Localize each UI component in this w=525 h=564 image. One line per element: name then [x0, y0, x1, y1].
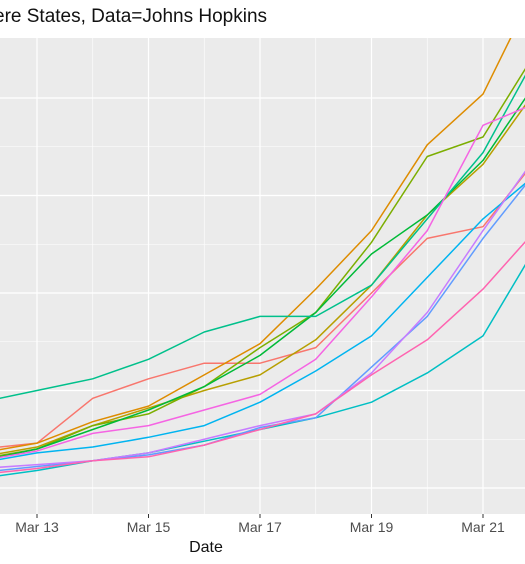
major-gridlines [0, 38, 525, 514]
x-tick-label: Mar 19 [350, 519, 394, 535]
x-axis-tick-labels: Mar 13 Mar 15 Mar 17 Mar 19 Mar 21 [15, 519, 505, 535]
series-line-4 [0, 68, 525, 457]
series-line-2 [0, 38, 512, 451]
series-line-12 [0, 240, 525, 474]
x-tick-label: Mar 17 [238, 519, 282, 535]
series-line-1 [0, 172, 525, 448]
series-line-10 [0, 170, 525, 468]
minor-gridlines [0, 38, 525, 514]
series-line-11 [0, 106, 525, 459]
chart-title: ere States, Data=Johns Hopkins [0, 6, 268, 27]
series-line-8 [0, 182, 525, 461]
x-tick-label: Mar 13 [15, 519, 59, 535]
x-axis-ticks [36, 514, 484, 518]
series-lines [0, 38, 525, 477]
x-tick-label: Mar 21 [461, 519, 505, 535]
x-axis-title: Date [189, 539, 223, 556]
plot-panel [0, 38, 525, 514]
x-tick-label: Mar 15 [127, 519, 171, 535]
